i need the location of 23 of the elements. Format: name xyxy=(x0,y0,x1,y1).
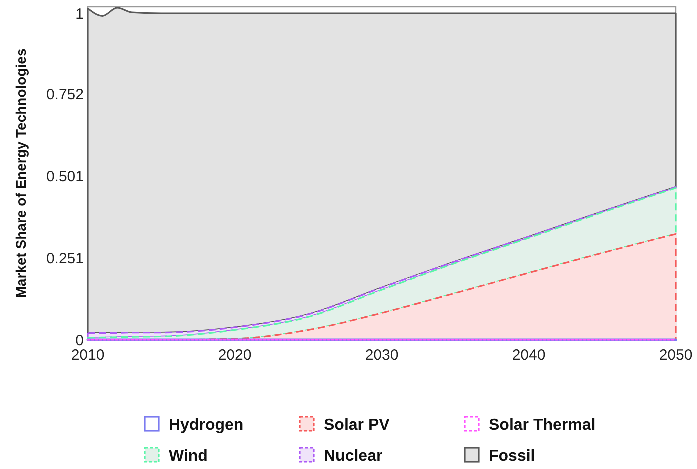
legend-label: Solar PV xyxy=(324,417,390,434)
y-axis-title: Market Share of Energy Technologies xyxy=(13,48,29,298)
x-tick-label: 2020 xyxy=(218,347,252,364)
x-tick-label: 2040 xyxy=(512,347,546,364)
legend-label: Hydrogen xyxy=(169,417,244,434)
y-tick-label: 1 xyxy=(76,6,84,23)
legend-entry: Hydrogen xyxy=(144,416,244,434)
x-tick-label: 2030 xyxy=(365,347,399,364)
legend-label: Wind xyxy=(169,448,208,465)
y-tick-label: 0 xyxy=(76,332,84,350)
legend-entry: Wind xyxy=(144,447,208,465)
legend-entry: Solar Thermal xyxy=(464,416,596,434)
legend-label: Solar Thermal xyxy=(489,417,596,434)
y-tick-label: 0.501 xyxy=(46,168,84,186)
legend-entry: Fossil xyxy=(464,447,536,465)
y-tick-label: 0.251 xyxy=(46,250,84,268)
x-tick-label: 2050 xyxy=(659,347,693,364)
legend-label: Fossil xyxy=(489,448,536,465)
y-tick-label: 0.752 xyxy=(46,86,84,104)
legend-entry: Nuclear xyxy=(299,447,383,465)
x-tick-label: 2010 xyxy=(71,347,105,364)
legend-entry: Solar PV xyxy=(299,416,390,434)
legend-label: Nuclear xyxy=(324,448,383,465)
